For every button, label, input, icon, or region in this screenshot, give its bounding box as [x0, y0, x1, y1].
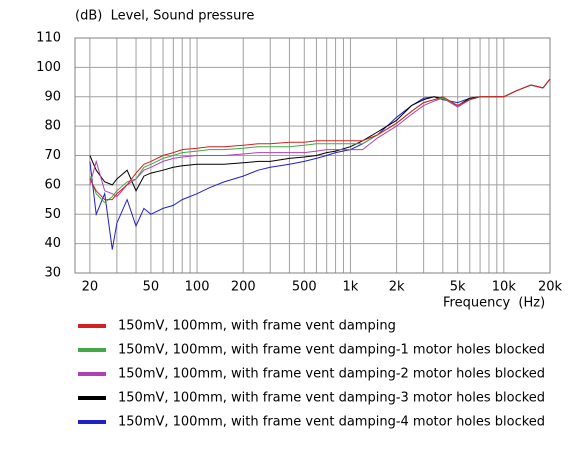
x-tick-label: 2k	[389, 280, 405, 295]
x-tick-label: 200	[231, 280, 256, 295]
legend-label: 150mV, 100mm, with frame vent damping	[118, 319, 396, 334]
series-line	[89, 78, 551, 192]
x-tick-label: 20	[82, 280, 99, 295]
y-tick-label: 80	[44, 119, 61, 134]
x-tick-label: 20k	[538, 280, 563, 295]
y-tick-label: 60	[44, 177, 61, 192]
y-tick-label: 50	[44, 207, 61, 222]
y-tick-label: 110	[36, 31, 61, 46]
y-tick-label: 40	[44, 236, 61, 251]
legend-label: 150mV, 100mm, with frame vent damping-1 …	[118, 343, 545, 358]
x-tick-label: 1k	[343, 280, 359, 295]
y-tick-label: 70	[44, 148, 61, 163]
x-tick-label: 50	[143, 280, 160, 295]
y-tick-label: 100	[36, 60, 61, 75]
series-line	[89, 78, 551, 201]
x-tick-label: 500	[292, 280, 317, 295]
legend-label: 150mV, 100mm, with frame vent damping-2 …	[118, 367, 545, 382]
y-axis-title: (dB) Level, Sound pressure	[75, 9, 254, 24]
x-axis-title: Frequency (Hz)	[443, 296, 545, 311]
y-tick-label: 90	[44, 89, 61, 104]
legend-label: 150mV, 100mm, with frame vent damping-4 …	[118, 415, 545, 430]
legend-label: 150mV, 100mm, with frame vent damping-3 …	[118, 391, 545, 406]
x-tick-label: 5k	[450, 280, 466, 295]
x-tick-label: 100	[185, 280, 210, 295]
y-tick-label: 30	[44, 266, 61, 281]
plot-frame	[74, 37, 551, 274]
x-tick-label: 10k	[492, 280, 517, 295]
